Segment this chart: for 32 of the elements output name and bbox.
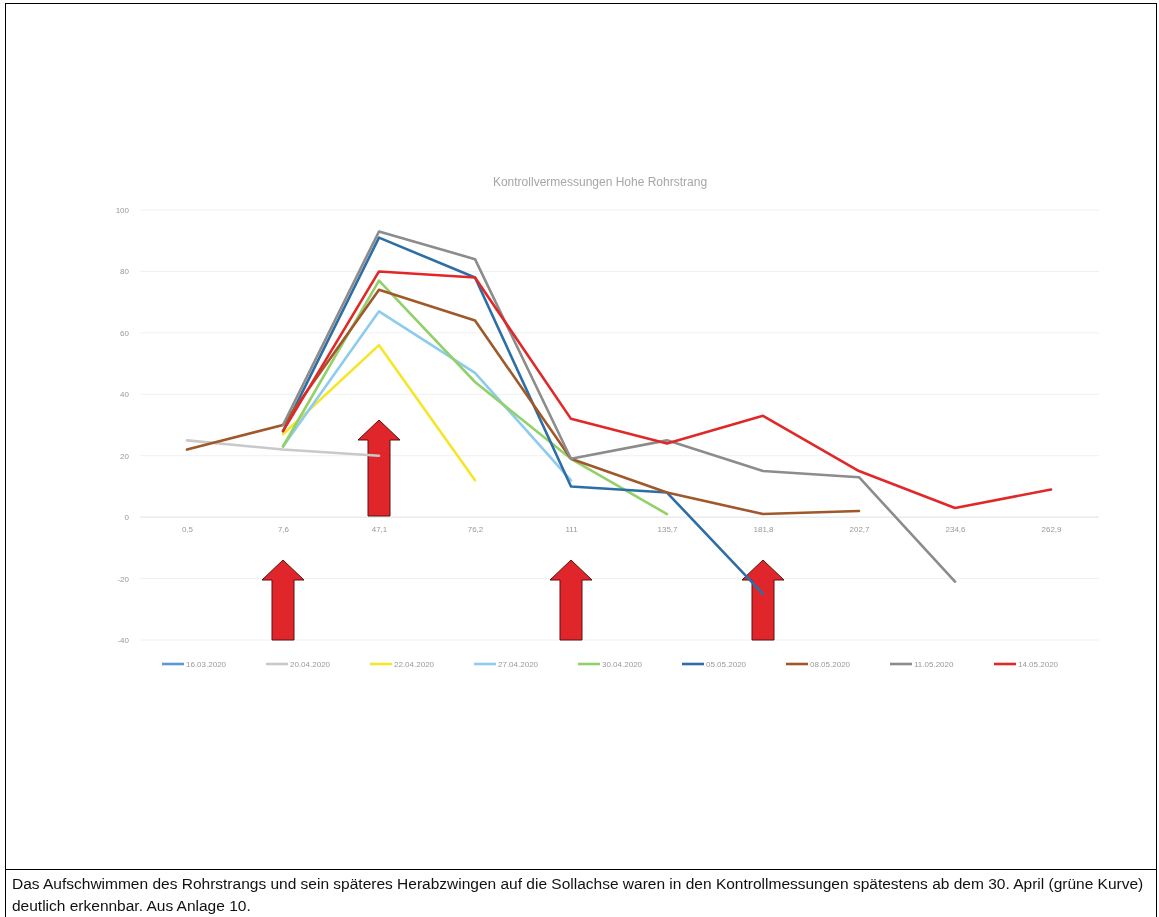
x-tick-label: 135,7 <box>657 525 679 535</box>
y-tick-label: -20 <box>117 574 130 584</box>
legend-label: 27.04.2020 <box>498 660 539 669</box>
y-tick-label: 40 <box>120 390 130 400</box>
x-tick-label: 202,7 <box>849 525 871 535</box>
legend-label: 14.05.2020 <box>1018 660 1059 669</box>
text: Das Aufschwimmen des Rohrstrangs und sein späteres Herabzwingen auf die Sollachse waren in den Kontrollmessungen spätestens ab dem 30. April (grüne Kurve) deutlich erkennbar. Aus Anlage 10. <box>5 869 1157 917</box>
y-tick-label: 80 <box>120 267 130 277</box>
y-tick-label: 20 <box>120 451 130 461</box>
y-tick-label: 60 <box>120 328 130 338</box>
chart-title: Kontrollvermessungen Hohe Rohrstrang <box>492 175 708 189</box>
line-series <box>281 270 1053 510</box>
legend-label: 20.04.2020 <box>290 660 331 669</box>
x-tick-label: 7,6 <box>277 525 290 535</box>
x-tick-label: 0,5 <box>181 525 194 535</box>
x-tick-label: 234,6 <box>945 525 967 535</box>
legend-label: 16.03.2020 <box>186 660 227 669</box>
legend-label: 11.05.2020 <box>914 660 954 669</box>
line-series <box>185 288 861 516</box>
x-tick-label: 111 <box>565 525 579 535</box>
legend-label: 22.04.2020 <box>394 660 435 669</box>
line-series <box>281 279 669 516</box>
y-tick-label: 100 <box>115 206 130 216</box>
y-tick-label: 0 <box>124 513 130 523</box>
x-tick-label: 181,8 <box>753 525 775 535</box>
y-tick-label: -40 <box>117 636 130 646</box>
legend-label: 08.05.2020 <box>810 660 851 669</box>
x-tick-label: 76,2 <box>467 525 484 535</box>
legend-label: 30.04.2020 <box>602 660 643 669</box>
legend-label: 05.05.2020 <box>706 660 747 669</box>
x-tick-label: 262,9 <box>1041 525 1063 535</box>
x-tick-label: 47,1 <box>371 525 388 535</box>
